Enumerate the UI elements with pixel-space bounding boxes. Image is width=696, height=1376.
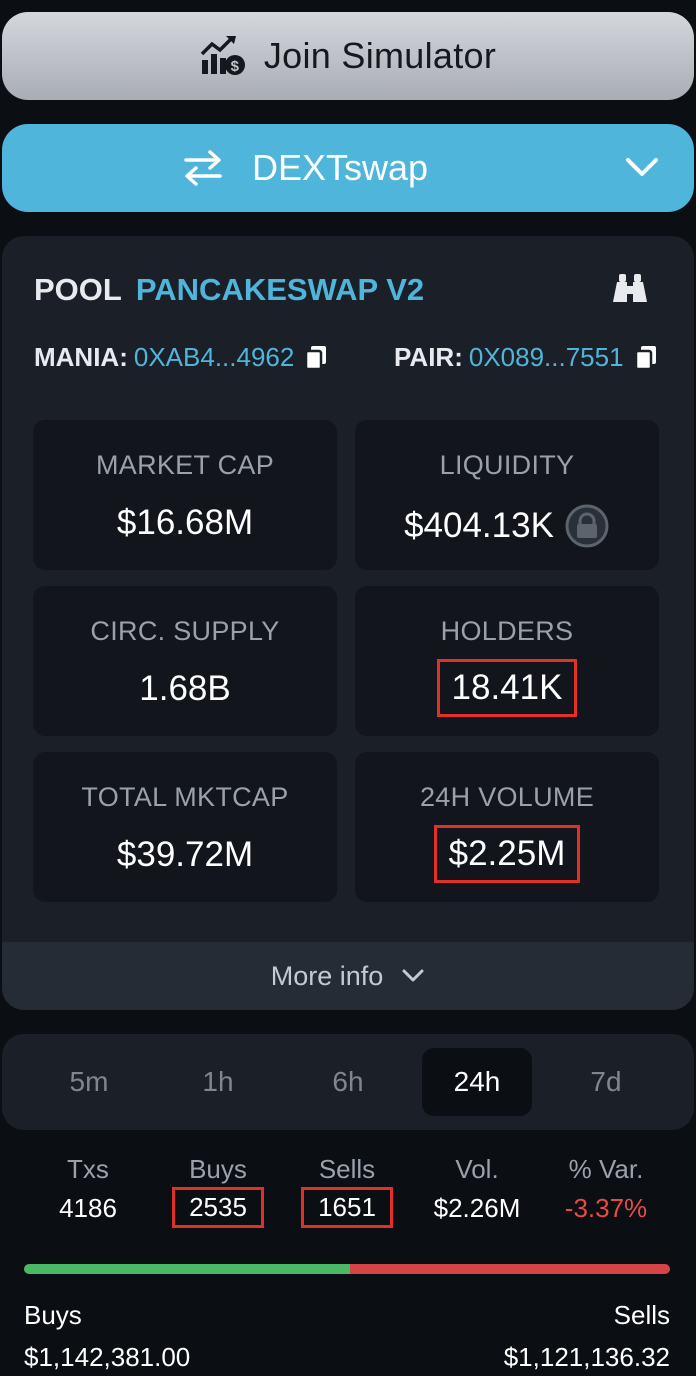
vol-label: Vol. xyxy=(455,1154,499,1184)
svg-text:$: $ xyxy=(231,58,240,75)
total-mktcap-value: $39.72M xyxy=(116,835,254,874)
buys-label: Buys xyxy=(189,1154,247,1184)
txs-value: 4186 xyxy=(59,1193,117,1223)
tab-5m[interactable]: 5m xyxy=(69,1066,109,1097)
sell-ratio-bar xyxy=(350,1264,670,1274)
var-label: % Var. xyxy=(568,1154,644,1184)
pool-title: POOL PANCAKESWAP V2 xyxy=(34,272,424,308)
sells-column: Sells 1651 xyxy=(296,1154,398,1228)
holders-label: HOLDERS xyxy=(440,616,574,646)
volume-24h-label: 24H VOLUME xyxy=(419,782,595,812)
mania-address[interactable]: 0XAB4...4962 xyxy=(133,342,295,372)
var-value: -3.37% xyxy=(564,1193,648,1223)
swap-arrows-icon xyxy=(184,150,222,186)
join-simulator-label: Join Simulator xyxy=(263,35,497,76)
total-mktcap-label: TOTAL MKTCAP xyxy=(81,782,289,812)
sells-total-label: Sells xyxy=(613,1300,670,1330)
liquidity-label: LIQUIDITY xyxy=(439,450,575,480)
chevron-down-icon xyxy=(402,969,424,982)
liquidity-stat: LIQUIDITY $404.13K xyxy=(355,420,659,570)
sells-label: Sells xyxy=(318,1154,376,1184)
circ-supply-stat: CIRC. SUPPLY 1.68B xyxy=(33,586,337,736)
txs-column: Txs 4186 xyxy=(40,1154,136,1224)
tab-7d[interactable]: 7d xyxy=(590,1066,622,1097)
tab-24h[interactable]: 24h xyxy=(422,1048,532,1116)
mania-address-row: MANIA: 0XAB4...4962 xyxy=(34,342,328,373)
exchange-select-dropdown[interactable]: DEXTswap xyxy=(2,124,694,212)
pool-info-card: POOL PANCAKESWAP V2 MANIA: 0XAB4...4962 … xyxy=(2,236,694,1010)
pair-address[interactable]: 0X089...7551 xyxy=(468,342,624,372)
mania-label: MANIA: xyxy=(34,342,128,372)
txs-label: Txs xyxy=(67,1154,109,1184)
exchange-select-label: DEXTswap xyxy=(252,147,429,188)
timeframe-tabs: 5m 1h 6h 24h 7d xyxy=(2,1034,694,1130)
volume-24h-stat: 24H VOLUME $2.25M xyxy=(355,752,659,902)
tab-1h[interactable]: 1h xyxy=(202,1066,234,1097)
join-simulator-button[interactable]: $ Join Simulator xyxy=(2,12,694,100)
chevron-down-icon xyxy=(626,158,658,176)
buys-value: 2535 xyxy=(172,1187,264,1228)
tab-6h[interactable]: 6h xyxy=(332,1066,364,1097)
buys-column: Buys 2535 xyxy=(160,1154,276,1228)
pair-address-row: PAIR: 0X089...7551 xyxy=(394,342,658,373)
lock-icon[interactable] xyxy=(564,503,610,549)
vol-value: $2.26M xyxy=(433,1193,521,1223)
market-cap-stat: MARKET CAP $16.68M xyxy=(33,420,337,570)
volume-24h-value: $2.25M xyxy=(433,825,581,883)
holders-stat: HOLDERS 18.41K xyxy=(355,586,659,736)
vol-column: Vol. $2.26M xyxy=(418,1154,536,1224)
buy-ratio-bar xyxy=(24,1264,350,1274)
sells-total-amount: $1,121,136.32 xyxy=(503,1342,670,1372)
more-info-button[interactable]: More info xyxy=(2,942,694,1010)
liquidity-value: $404.13K xyxy=(404,506,554,545)
buys-total-label: Buys xyxy=(24,1300,82,1330)
total-mktcap-stat: TOTAL MKTCAP $39.72M xyxy=(33,752,337,902)
more-info-label: More info xyxy=(270,960,384,991)
var-column: % Var. -3.37% xyxy=(550,1154,662,1224)
holders-value: 18.41K xyxy=(436,659,578,717)
liquidity-value-row: $404.13K xyxy=(404,503,610,549)
sells-value: 1651 xyxy=(301,1187,393,1228)
pool-prefix: POOL xyxy=(34,272,122,307)
circ-supply-label: CIRC. SUPPLY xyxy=(90,616,280,646)
market-cap-label: MARKET CAP xyxy=(95,450,275,480)
circ-supply-value: 1.68B xyxy=(139,669,231,708)
buys-total-amount: $1,142,381.00 xyxy=(24,1342,191,1372)
binoculars-icon[interactable] xyxy=(610,272,650,306)
copy-icon[interactable] xyxy=(634,345,658,371)
copy-icon[interactable] xyxy=(304,345,328,371)
chart-dollar-icon: $ xyxy=(200,36,245,75)
pair-label: PAIR: xyxy=(394,342,463,372)
pool-dex-name[interactable]: PANCAKESWAP V2 xyxy=(135,272,425,307)
market-cap-value: $16.68M xyxy=(116,503,254,542)
